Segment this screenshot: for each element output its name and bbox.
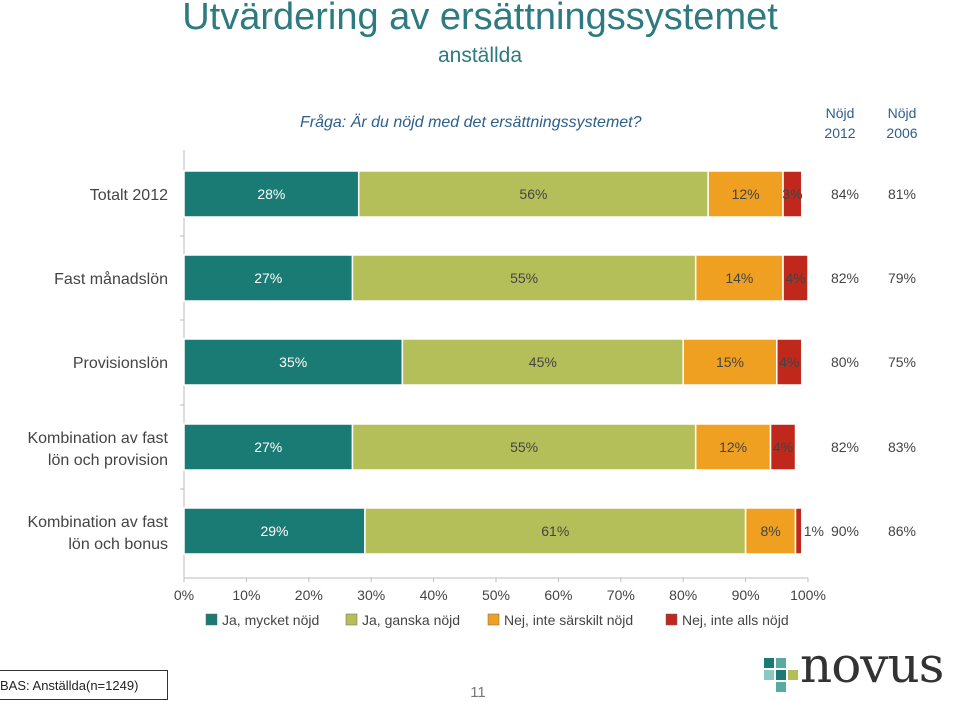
x-tick-label-0: 0% xyxy=(174,587,194,603)
bar-4-1 xyxy=(364,507,747,555)
legend-label-0: Ja, mycket nöjd xyxy=(222,612,319,628)
legend-label-1: Ja, ganska nöjd xyxy=(362,612,460,628)
data-label-1-1: 55% xyxy=(510,270,538,286)
legend-swatch-2 xyxy=(487,613,500,626)
data-label-3-2: 12% xyxy=(719,439,747,455)
data-label-2-3: 4% xyxy=(779,354,799,370)
nojd-2006-value-1: 79% xyxy=(888,270,916,286)
category-label-4-0: Kombination av fast xyxy=(27,514,168,531)
category-label-1-0: Fast månadslön xyxy=(54,270,168,288)
data-label-3-1: 55% xyxy=(510,439,538,455)
column-header-nojd-2012-line2: 2012 xyxy=(824,125,856,141)
x-tick-label-1: 10% xyxy=(232,587,260,603)
nojd-2012-value-2: 80% xyxy=(831,354,859,370)
column-header-nojd-2006-line2: 2006 xyxy=(886,125,918,141)
legend-label-2: Nej, inte särskilt nöjd xyxy=(504,612,633,628)
base-note: BAS: Anställda(n=1249) xyxy=(0,670,168,700)
data-label-1-2: 14% xyxy=(725,270,753,286)
bar-3-3 xyxy=(769,423,797,471)
bar-2-2 xyxy=(682,338,778,386)
column-header-nojd-2006-line1: Nöjd xyxy=(887,105,917,121)
category-label-3-0: Kombination av fast xyxy=(27,430,168,447)
novus-logo-text: novus xyxy=(800,636,944,694)
data-label-0-2: 12% xyxy=(732,186,760,202)
data-label-0-1: 56% xyxy=(519,186,547,202)
data-label-3-0: 27% xyxy=(254,439,282,455)
bar-2-1 xyxy=(401,338,684,386)
data-label-0-0: 28% xyxy=(257,186,285,202)
x-tick-label-7: 70% xyxy=(607,587,635,603)
column-header-nojd-2012: Nöjd 2012 xyxy=(810,103,870,143)
novus-logo-mark xyxy=(764,658,798,692)
data-label-2-2: 15% xyxy=(716,354,744,370)
x-tick-label-2: 20% xyxy=(295,587,323,603)
page-title: Utvärdering av ersättningssystemet xyxy=(182,0,778,38)
nojd-2012-value-1: 82% xyxy=(831,270,859,286)
data-label-4-2: 8% xyxy=(760,523,780,539)
x-tick-label-9: 90% xyxy=(732,587,760,603)
survey-question: Fråga: Är du nöjd med det ersättningssys… xyxy=(300,114,642,131)
data-label-4-1: 61% xyxy=(541,523,569,539)
legend-swatch-0 xyxy=(205,613,218,626)
x-tick-label-3: 30% xyxy=(357,587,385,603)
bar-2-3 xyxy=(776,338,803,386)
data-label-0-3: 3% xyxy=(782,186,802,202)
x-tick-label-5: 50% xyxy=(482,587,510,603)
category-label-4-1: lön och bonus xyxy=(68,536,168,553)
bar-0-3 xyxy=(782,170,803,218)
nojd-2012-value-0: 84% xyxy=(831,186,859,202)
legend-swatch-3 xyxy=(665,613,678,626)
data-label-1-0: 27% xyxy=(254,270,282,286)
nojd-2012-value-3: 82% xyxy=(831,439,859,455)
nojd-2012-value-4: 90% xyxy=(831,523,859,539)
category-label-2-0: Provisionslön xyxy=(73,355,168,372)
x-tick-label-10: 100% xyxy=(790,587,826,603)
x-tick-label-4: 40% xyxy=(420,587,448,603)
data-label-2-1: 45% xyxy=(529,354,557,370)
data-label-2-0: 35% xyxy=(279,354,307,370)
data-label-4-0: 29% xyxy=(260,523,288,539)
nojd-2006-value-2: 75% xyxy=(888,354,916,370)
bar-3-2 xyxy=(694,423,772,471)
category-label-0-0: Totalt 2012 xyxy=(90,187,168,204)
legend-swatch-1 xyxy=(345,613,358,626)
nojd-2006-value-0: 81% xyxy=(888,186,916,202)
page-subtitle: anställda xyxy=(437,44,523,67)
column-header-nojd-2012-line1: Nöjd xyxy=(825,105,855,121)
bar-4-3 xyxy=(794,507,803,555)
bar-1-1 xyxy=(351,254,697,302)
category-label-3-1: lön och provision xyxy=(48,452,168,469)
nojd-2006-value-3: 83% xyxy=(888,439,916,455)
bar-4-2 xyxy=(744,507,797,555)
legend-label-3: Nej, inte alls nöjd xyxy=(682,612,789,628)
data-label-3-3: 4% xyxy=(773,439,793,455)
bar-2-0 xyxy=(183,338,404,386)
nojd-2006-value-4: 86% xyxy=(888,523,916,539)
bar-4-0 xyxy=(183,507,366,555)
x-tick-label-6: 60% xyxy=(544,587,572,603)
column-header-nojd-2006: Nöjd 2006 xyxy=(872,103,932,143)
novus-logo: novus xyxy=(764,636,960,696)
bar-3-1 xyxy=(351,423,697,471)
page-number: 11 xyxy=(470,684,486,701)
bar-1-3 xyxy=(782,254,809,302)
data-label-1-3: 4% xyxy=(785,270,805,286)
x-tick-label-8: 80% xyxy=(669,587,697,603)
data-label-4-3: 1% xyxy=(804,523,824,539)
bar-0-2 xyxy=(707,170,784,218)
stacked-bar-chart: 0% 10% 20% 30% 40% 50% 60% 70% 80% 90% 100% Totalt … xyxy=(27,150,916,628)
